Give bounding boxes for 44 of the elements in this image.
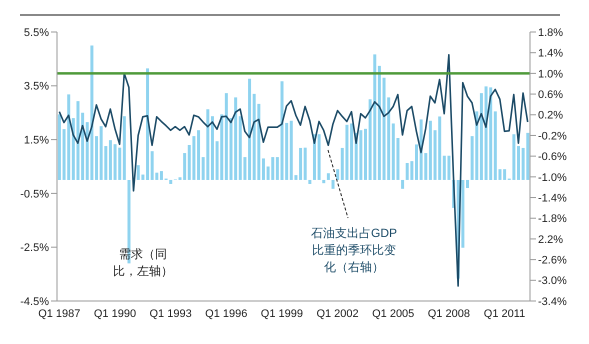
y2-tick-label: -3.4%	[538, 296, 567, 308]
x-tick-label: Q1 1993	[150, 308, 192, 320]
bar	[336, 169, 340, 180]
y2-tick-label: 1.8%	[538, 26, 564, 39]
y-tick-label: 1.5%	[24, 134, 50, 147]
bar	[122, 116, 126, 180]
series-label: 需求（同比，左轴）	[112, 246, 174, 280]
bar	[322, 180, 326, 184]
y2-tick-label: -1.4%	[538, 192, 567, 204]
bar	[447, 156, 450, 180]
bar	[406, 163, 409, 180]
y2-tick-label: 0.6%	[538, 88, 564, 101]
bar	[401, 180, 404, 189]
bar	[332, 180, 335, 189]
y-tick-label: 5.5%	[24, 26, 50, 39]
y-tick-label: -0.5%	[20, 188, 50, 200]
x-tick-label: Q1 2005	[372, 308, 414, 320]
y-tick-label: 3.5%	[24, 80, 50, 93]
y2-tick-label: -1.8%	[538, 213, 567, 226]
y2-tick-label: 1.4%	[538, 48, 564, 60]
y2-tick-label: -3.0%	[538, 275, 567, 288]
x-tick-label: Q1 1999	[260, 308, 304, 320]
y2-tick-label: -0.6%	[538, 151, 567, 164]
text: 石油支出占GDP比重的季环比变化（右轴）	[310, 225, 398, 276]
bar	[526, 132, 530, 180]
x-tick-label: Q1 1987	[38, 308, 80, 320]
line-series	[58, 54, 528, 287]
y2-tick-label: 2.2%	[538, 234, 564, 246]
y2-tick-label: 0.2%	[538, 110, 564, 122]
x-tick-label: Q1 1996	[205, 308, 248, 320]
x-tick-label: Q1 2011	[484, 308, 526, 320]
y2-tick-label: -1.0%	[538, 172, 567, 184]
bar	[326, 173, 330, 180]
bar	[169, 180, 172, 184]
y-tick-label: -4.5%	[20, 296, 50, 308]
bar	[308, 180, 312, 184]
x-tick-label: Q1 2008	[428, 308, 470, 320]
bar	[470, 136, 474, 180]
y-tick-label: -2.5%	[20, 242, 50, 254]
y2-tick-label: -0.2%	[538, 130, 567, 142]
y2-tick-label: 1.0%	[538, 68, 564, 80]
x-tick-label: Q1 2002	[316, 308, 359, 320]
x-tick-label: Q1 1990	[94, 308, 136, 320]
y2-tick-label: -2.6%	[538, 254, 567, 267]
